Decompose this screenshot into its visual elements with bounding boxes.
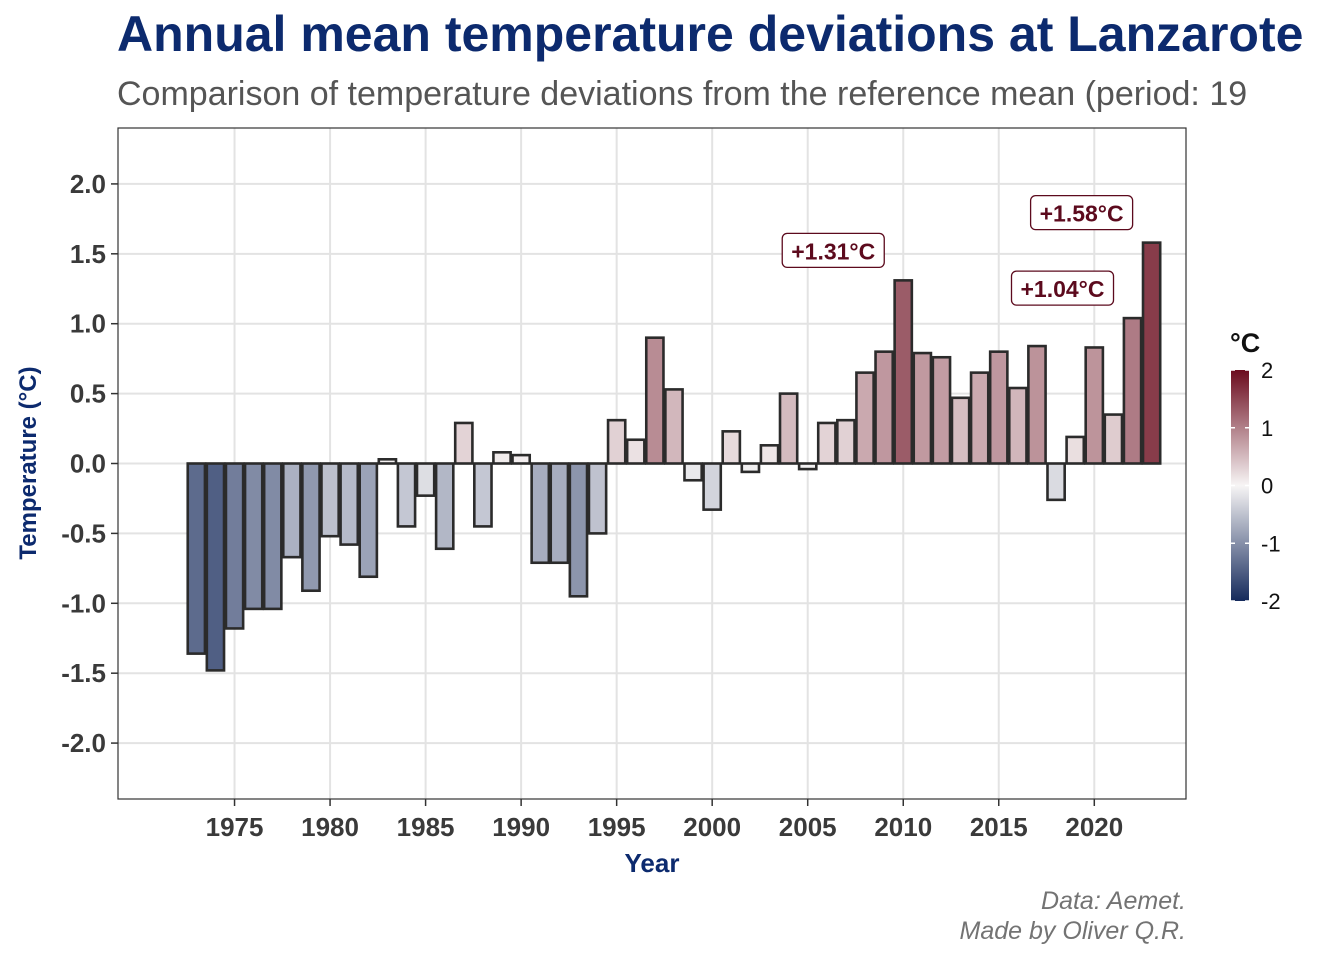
bar-1998 <box>664 388 684 465</box>
annotation-2010: +1.31°C <box>781 232 885 269</box>
bar-2007 <box>836 418 856 465</box>
bar-2021 <box>1103 413 1124 465</box>
x-tick-label: 1985 <box>397 812 455 842</box>
x-tick-label: 1995 <box>588 812 646 842</box>
color-legend: °C 2 1 0 -1 -2 <box>1230 328 1281 614</box>
bar-1997 <box>644 336 665 465</box>
bar-2003 <box>759 444 780 465</box>
bar-1993 <box>568 462 589 598</box>
bar-2019 <box>1065 435 1086 465</box>
bar-2016 <box>1007 386 1028 465</box>
bar-2013 <box>950 396 971 465</box>
caption-source: Data: Aemet. <box>1041 887 1186 915</box>
bar-1989 <box>492 451 512 465</box>
annotation-2022: +1.04°C <box>1010 270 1115 306</box>
y-axis: -2.0 -1.5 -1.0 -0.5 0.0 0.5 1.0 1.5 2.0 <box>61 169 118 758</box>
bar-1976 <box>243 462 264 611</box>
legend-colorbar <box>1231 370 1249 601</box>
bar-1996 <box>625 438 646 465</box>
legend-tick-label: -1 <box>1261 531 1281 556</box>
chart-subtitle: Comparison of temperature deviations fro… <box>117 75 1248 113</box>
bar-2000 <box>702 462 723 511</box>
bar-2010 <box>893 279 914 465</box>
bar-1999 <box>683 462 703 482</box>
bar-2023 <box>1141 241 1162 465</box>
bar-1994 <box>587 462 608 535</box>
bar-1987 <box>453 421 474 465</box>
y-tick-label: -1.0 <box>61 588 106 618</box>
x-tick-label: 2020 <box>1065 812 1123 842</box>
bars <box>186 241 1162 672</box>
bar-1973 <box>186 462 207 655</box>
legend-tick-label: 2 <box>1261 358 1273 383</box>
bar-2014 <box>969 371 990 465</box>
caption-author: Made by Oliver Q.R. <box>959 917 1186 945</box>
bar-1992 <box>549 462 570 565</box>
x-axis: 1975 1980 1985 1990 1995 2000 2005 2010 2015 2020 <box>206 799 1123 842</box>
bar-2018 <box>1046 462 1066 502</box>
x-tick-label: 2010 <box>874 812 932 842</box>
bar-2001 <box>721 430 742 465</box>
y-tick-label: 1.0 <box>70 309 106 339</box>
x-tick-label: 2005 <box>779 812 837 842</box>
bar-1984 <box>396 462 417 528</box>
bar-2004 <box>778 392 799 465</box>
bar-2002 <box>740 462 761 474</box>
y-tick-label: 0.0 <box>70 449 106 479</box>
y-tick-label: -1.5 <box>61 658 106 688</box>
legend-tick-label: -2 <box>1261 589 1281 614</box>
y-tick-label: -2.0 <box>61 728 106 758</box>
bar-1980 <box>320 462 340 538</box>
bar-2020 <box>1084 346 1105 465</box>
bar-1978 <box>281 462 302 559</box>
bar-1985 <box>415 462 436 497</box>
annotation-text: +1.31°C <box>791 238 875 264</box>
annotation-text: +1.58°C <box>1040 201 1124 227</box>
y-tick-label: -0.5 <box>61 518 106 548</box>
annotation-text: +1.04°C <box>1020 276 1104 302</box>
x-tick-label: 1980 <box>301 812 359 842</box>
bar-1990 <box>511 453 532 465</box>
chart-title: Annual mean temperature deviations at La… <box>117 6 1304 62</box>
x-tick-label: 2015 <box>970 812 1028 842</box>
bar-1979 <box>301 462 321 593</box>
annotation-2023: +1.58°C <box>1029 194 1134 231</box>
annotation-box <box>1010 270 1115 306</box>
bar-1995 <box>606 418 627 465</box>
bar-1988 <box>473 462 493 528</box>
x-tick-label: 1975 <box>206 812 264 842</box>
bar-1974 <box>205 462 226 672</box>
bar-2009 <box>874 350 895 465</box>
caption: Data: Aemet. Made by Oliver Q.R. <box>960 886 1186 946</box>
y-axis-title: Temperature (°C) <box>15 366 42 559</box>
x-tick-label: 1990 <box>492 812 550 842</box>
bar-2011 <box>912 351 933 465</box>
y-tick-label: 2.0 <box>70 169 106 199</box>
legend-tick-label: 1 <box>1261 416 1273 441</box>
bar-2022 <box>1122 316 1143 465</box>
annotation-box <box>781 232 885 269</box>
bar-2005 <box>797 462 818 471</box>
x-tick-label: 2000 <box>683 812 741 842</box>
bar-2008 <box>855 371 875 465</box>
y-tick-label: 0.5 <box>70 379 106 409</box>
bar-1977 <box>262 462 283 611</box>
x-axis-title: Year <box>625 848 680 878</box>
annotation-labels: +1.31°C +1.04°C +1.58°C <box>781 194 1134 306</box>
bar-1975 <box>224 462 245 630</box>
legend-tick-label: 0 <box>1261 474 1273 499</box>
bar-1983 <box>377 458 398 465</box>
bar-2017 <box>1027 344 1047 465</box>
legend-title: °C <box>1230 328 1260 358</box>
bar-1982 <box>358 462 379 579</box>
bar-1986 <box>434 462 455 551</box>
y-tick-label: 1.5 <box>70 239 106 269</box>
annotation-box <box>1029 194 1134 231</box>
bar-1991 <box>530 462 551 565</box>
bar-2012 <box>931 355 952 465</box>
bar-2015 <box>988 350 1009 465</box>
bar-1981 <box>339 462 360 546</box>
bar-2006 <box>816 421 837 465</box>
